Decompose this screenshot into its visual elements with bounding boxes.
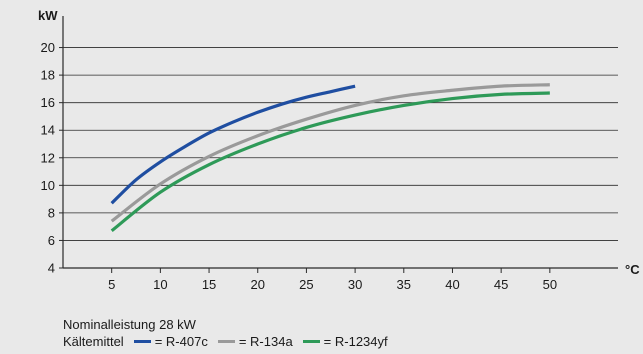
x-tick-label: 40 [445,277,459,292]
x-tick-label: 45 [494,277,508,292]
y-axis-unit-label: kW [38,8,58,23]
legend-label: = R-407c [154,334,208,349]
x-tick-label: 20 [251,277,265,292]
x-tick-label: 5 [108,277,115,292]
y-tick-label: 18 [41,68,55,83]
x-tick-label: 50 [543,277,557,292]
y-axis-ticks: 4 6 8 10 12 14 16 18 20 [41,40,63,276]
x-axis-ticks: 5 10 15 20 25 30 35 40 45 50 [108,268,557,292]
refrigerant-label: Kältemittel [63,334,124,349]
y-tick-label: 4 [48,261,55,276]
legend-item-r407c: = R-407c [124,333,208,350]
line-chart: 4 6 8 10 12 14 16 18 20 5 10 15 20 25 30 35 40 45 50 kW °… [38,8,640,292]
x-tick-label: 30 [348,277,362,292]
axes [62,16,618,269]
y-tick-label: 8 [48,205,55,220]
series-line-r1234yf [110,91,550,233]
y-tick-label: 20 [41,40,55,55]
x-tick-label: 25 [299,277,313,292]
legend-item-r1234yf: = R-1234yf [293,333,388,350]
grid-lines [63,47,618,241]
legend-item-r134a: = R-134a [208,333,293,350]
y-tick-label: 6 [48,233,55,248]
x-tick-label: 15 [202,277,216,292]
y-tick-label: 16 [41,95,55,110]
nominal-capacity-text: Nominalleistung 28 kW [63,317,196,332]
series-lines [110,83,550,233]
y-tick-label: 12 [41,150,55,165]
legend-swatch [302,340,320,343]
legend: Kältemittel = R-407c = R-134a = R-1234yf [63,333,388,350]
legend-swatch [133,340,151,343]
x-tick-label: 10 [153,277,167,292]
legend-swatch [217,340,235,343]
series-line-r134a [110,83,550,223]
x-tick-label: 35 [397,277,411,292]
legend-label: = R-1234yf [323,334,388,349]
y-tick-label: 14 [41,123,55,138]
y-tick-label: 10 [41,178,55,193]
series-line-r407c [110,84,356,205]
legend-label: = R-134a [238,334,293,349]
chart-footer: Nominalleistung 28 kW Kältemittel = R-40… [63,316,388,350]
x-axis-unit-label: °C [625,262,640,277]
